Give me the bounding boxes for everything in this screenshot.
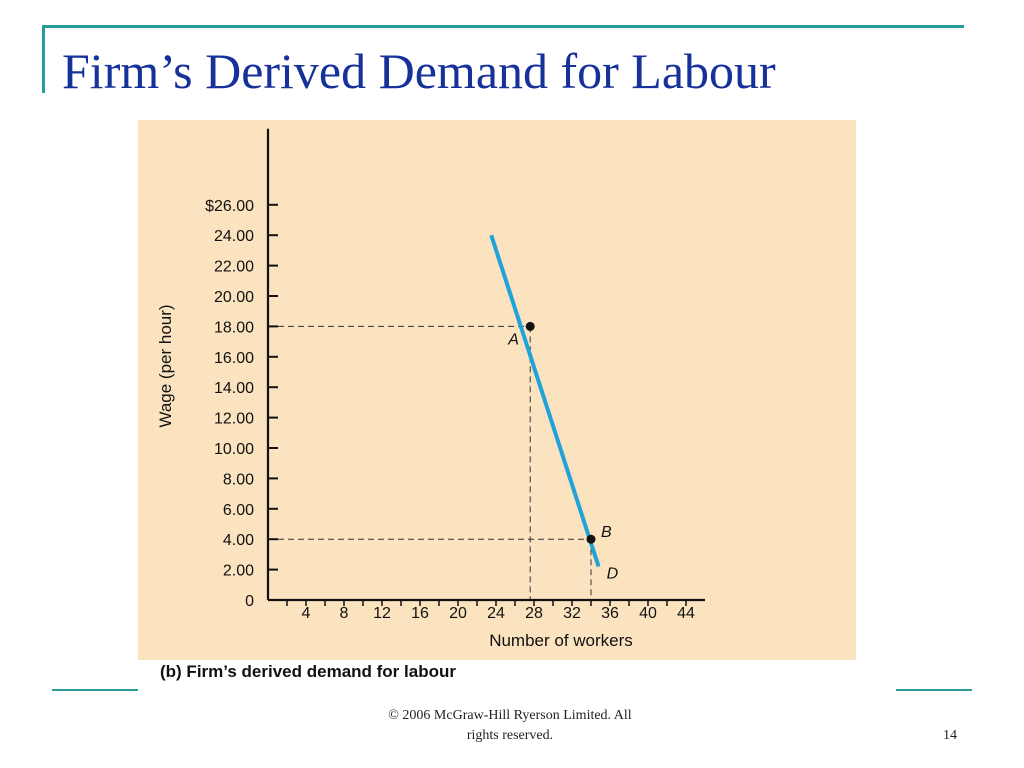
series: D xyxy=(489,234,619,583)
demand-curve-line xyxy=(489,234,601,568)
axes: 0 2.00 4.00 6.00 8.00 10.00 12.00 14.00 16.00 18.… xyxy=(205,128,705,622)
point-label-b: B xyxy=(601,524,612,541)
x-tick-label: 28 xyxy=(525,605,543,622)
y-tick-label: 0 xyxy=(245,593,254,610)
y-tick-label: 24.00 xyxy=(214,228,254,245)
top-accent-rule-horizontal xyxy=(42,25,964,28)
x-tick-label: 32 xyxy=(563,605,581,622)
bottom-accent-rule-left xyxy=(52,689,138,691)
y-tick-label: 16.00 xyxy=(214,350,254,367)
top-accent-rule-vertical xyxy=(42,25,45,93)
curve-label-d: D xyxy=(607,566,619,583)
y-tick-label: 8.00 xyxy=(223,471,254,488)
page-number: 14 xyxy=(943,728,957,743)
y-tick-label: 20.00 xyxy=(214,289,254,306)
point-a xyxy=(525,321,535,331)
point-b xyxy=(586,534,596,544)
y-tick-label: 12.00 xyxy=(214,411,254,428)
plot-background xyxy=(138,120,856,660)
x-tick-label: 8 xyxy=(340,605,349,622)
copyright-line-2: rights reserved. xyxy=(466,728,554,743)
y-axis-label: Wage (per hour) xyxy=(156,304,175,427)
point-label-a: A xyxy=(507,331,519,348)
y-tick-label: 2.00 xyxy=(223,563,254,580)
page-title: Firm’s Derived Demand for Labour xyxy=(62,43,776,99)
data-points: AB xyxy=(507,321,612,544)
copyright-notice: © 2006 McGraw-Hill Ryerson Limited. All … xyxy=(330,706,690,746)
x-tick-label: 20 xyxy=(449,605,467,622)
x-tick-label: 16 xyxy=(411,605,429,622)
x-tick-label: 36 xyxy=(601,605,619,622)
y-tick-label: 4.00 xyxy=(223,532,254,549)
demand-chart: 0 2.00 4.00 6.00 8.00 10.00 12.00 14.00 16.00 18.… xyxy=(138,120,856,681)
y-tick-label: 14.00 xyxy=(214,380,254,397)
x-tick-label: 24 xyxy=(487,605,505,622)
y-tick-label: 18.00 xyxy=(214,319,254,336)
copyright-line-1: © 2006 McGraw-Hill Ryerson Limited. All xyxy=(388,708,632,723)
bottom-accent-rule-right xyxy=(896,689,972,691)
y-tick-label: 22.00 xyxy=(214,259,254,276)
x-tick-label: 44 xyxy=(677,605,695,622)
x-tick-label: 4 xyxy=(302,605,311,622)
y-tick-label: $26.00 xyxy=(205,198,254,215)
y-tick-label: 6.00 xyxy=(223,502,254,519)
x-tick-label: 40 xyxy=(639,605,657,622)
x-tick-label: 12 xyxy=(373,605,391,622)
figure-caption: (b) Firm’s derived demand for labour xyxy=(160,662,456,681)
x-axis-label: Number of workers xyxy=(489,631,633,650)
figure: 0 2.00 4.00 6.00 8.00 10.00 12.00 14.00 16.00 18.… xyxy=(138,120,898,690)
y-tick-label: 10.00 xyxy=(214,441,254,458)
